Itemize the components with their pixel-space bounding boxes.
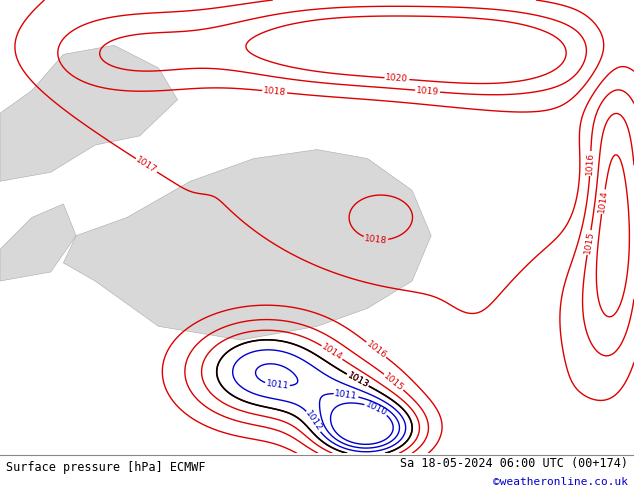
Text: 1020: 1020 bbox=[385, 74, 409, 84]
Text: 1015: 1015 bbox=[583, 230, 595, 255]
Text: 1014: 1014 bbox=[597, 190, 609, 214]
Text: 1015: 1015 bbox=[382, 371, 406, 392]
Text: 1016: 1016 bbox=[585, 152, 595, 175]
Text: 1018: 1018 bbox=[364, 234, 387, 245]
Text: Sa 18-05-2024 06:00 UTC (00+174): Sa 18-05-2024 06:00 UTC (00+174) bbox=[399, 457, 628, 470]
Text: 1013: 1013 bbox=[346, 370, 370, 390]
Text: 1018: 1018 bbox=[262, 86, 287, 98]
Text: 1017: 1017 bbox=[134, 155, 158, 175]
Text: 1012: 1012 bbox=[303, 410, 324, 434]
Text: ©weatheronline.co.uk: ©weatheronline.co.uk bbox=[493, 477, 628, 487]
Polygon shape bbox=[0, 204, 76, 281]
Text: 1011: 1011 bbox=[334, 389, 358, 401]
Text: 1010: 1010 bbox=[364, 400, 389, 418]
Text: 1016: 1016 bbox=[365, 339, 388, 360]
Text: 1013: 1013 bbox=[346, 370, 370, 390]
Text: 1011: 1011 bbox=[266, 380, 289, 391]
Polygon shape bbox=[0, 46, 178, 181]
Text: 1014: 1014 bbox=[320, 343, 344, 363]
Text: 1019: 1019 bbox=[416, 86, 439, 97]
Text: Surface pressure [hPa] ECMWF: Surface pressure [hPa] ECMWF bbox=[6, 461, 206, 474]
Polygon shape bbox=[63, 149, 431, 340]
